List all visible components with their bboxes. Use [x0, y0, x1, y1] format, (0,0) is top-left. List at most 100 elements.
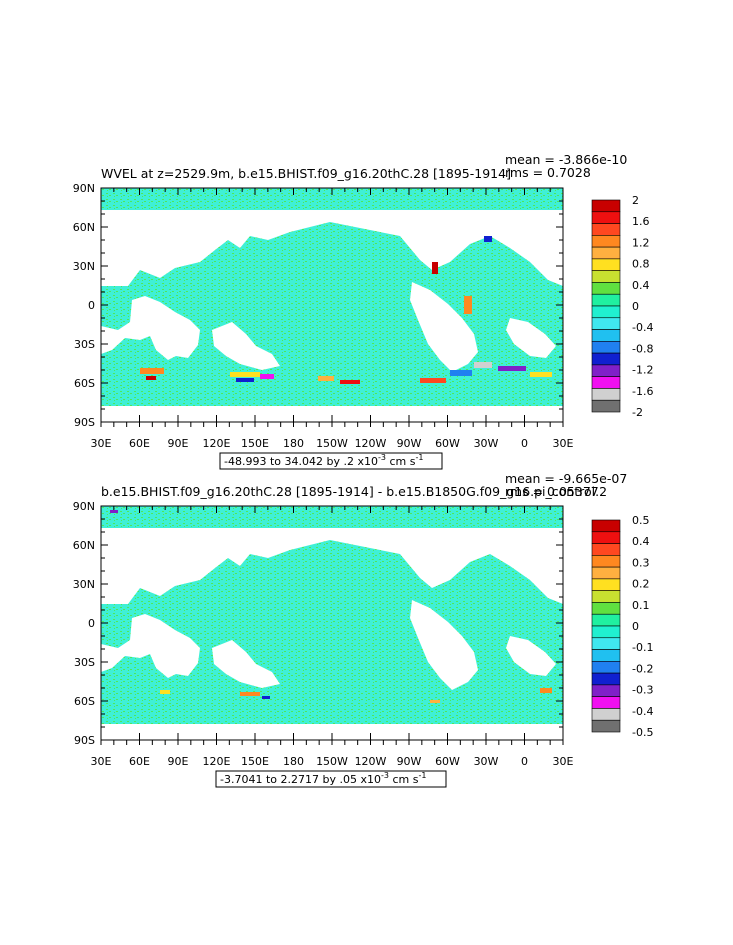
colorbar-label: -0.8 — [632, 342, 653, 355]
colorbar-label: 0.2 — [632, 578, 650, 591]
lat-tick-label: 60S — [74, 695, 95, 708]
colorbar-swatch — [591, 246, 621, 260]
lat-tick-label: 0 — [88, 299, 95, 312]
panel-2: b.e15.BHIST.f09_g16.20thC.28 [1895-1914]… — [73, 471, 653, 788]
lon-tick-label: 90E — [168, 755, 189, 768]
colorbar-swatch — [591, 519, 621, 533]
lon-tick-label: 90W — [397, 755, 422, 768]
panel-1-lon-labels: 30E 60E 90E 120E 150E 180 150W 120W 90W 60W 30W 0 30… — [91, 437, 574, 450]
colorbar-label: 0 — [632, 620, 639, 633]
lat-tick-label: 30N — [73, 578, 95, 591]
lon-tick-label: 30W — [474, 755, 499, 768]
colorbar-swatch — [591, 364, 621, 377]
lon-tick-label: 150W — [316, 437, 348, 450]
panel-1-ticks — [100, 187, 564, 427]
panel-2-range-box: -3.7041 to 2.2717 by .05 x10-3 cm s-1 — [215, 770, 447, 788]
colorbar-label: -0.5 — [632, 726, 653, 739]
lon-tick-label: 30E — [91, 755, 112, 768]
colorbar-swatch — [591, 590, 621, 603]
colorbar-swatch — [591, 637, 621, 650]
lon-tick-label: 150E — [241, 437, 269, 450]
colorbar-swatch — [591, 399, 621, 413]
colorbar-swatch — [591, 719, 621, 733]
colorbar-label: -1.6 — [632, 385, 653, 398]
lon-tick-label: 0 — [521, 437, 528, 450]
colorbar-swatch — [591, 661, 621, 674]
panel-1-rms: rms = 0.7028 — [505, 165, 591, 180]
svg-text:-48.993 to 34.042 by .2 x10-3: -48.993 to 34.042 by .2 x10-3 cm s-1 — [224, 453, 423, 468]
lon-tick-label: 30E — [91, 437, 112, 450]
lon-tick-label: 120E — [203, 437, 231, 450]
lon-tick-label: 90E — [168, 437, 189, 450]
lon-tick-label: 60E — [129, 437, 150, 450]
lat-tick-label: 90N — [73, 500, 95, 513]
lon-tick-label: 150W — [316, 755, 348, 768]
panel-2-title: b.e15.BHIST.f09_g16.20thC.28 [1895-1914]… — [101, 484, 607, 499]
colorbar-label: 0 — [632, 300, 639, 313]
panel-1-mean: mean = -3.866e-10 — [505, 152, 627, 167]
colorbar-swatch — [591, 555, 621, 568]
colorbar-label: 1.2 — [632, 236, 650, 249]
panel-1-range-units: cm s — [386, 455, 416, 468]
panel-1-acc-anomalies — [140, 236, 552, 384]
colorbar-swatch — [591, 317, 621, 330]
lat-tick-label: 0 — [88, 617, 95, 630]
lon-tick-label: 30W — [474, 437, 499, 450]
lat-tick-label: 30N — [73, 260, 95, 273]
colorbar-swatch — [591, 270, 621, 283]
lat-tick-label: 30S — [74, 338, 95, 351]
panel-1-range-text: -48.993 to 34.042 by .2 x10 — [224, 455, 378, 468]
lat-tick-label: 60N — [73, 221, 95, 234]
lat-tick-label: 30S — [74, 656, 95, 669]
panel-1-title: WVEL at z=2529.9m, b.e15.BHIST.f09_g16.2… — [101, 166, 511, 181]
lon-tick-label: 120W — [355, 437, 387, 450]
panel-1-map: 90N 60N 30N 0 30S 60S 90S 30E 60E 90E 120E 150E 180… — [73, 182, 574, 450]
panel-2-colorbar: 0.5 0.4 0.3 0.2 0.1 0 -0.1 -0.2 -0.3 -0.4 -0.5 — [591, 514, 653, 739]
colorbar-label: 1.6 — [632, 215, 650, 228]
colorbar-label: 0.8 — [632, 258, 650, 271]
colorbar-label: 0.3 — [632, 556, 650, 569]
lon-tick-label: 0 — [521, 755, 528, 768]
colorbar-label: 2 — [632, 194, 639, 207]
colorbar-label: 0.4 — [632, 279, 650, 292]
colorbar-swatch — [591, 211, 621, 224]
colorbar-swatch — [591, 602, 621, 615]
lon-tick-label: 30E — [553, 437, 574, 450]
colorbar-label: 0.4 — [632, 535, 650, 548]
colorbar-label: -0.4 — [632, 321, 653, 334]
panel-2-range-units: cm s — [389, 773, 419, 786]
panel-2-range-text: -3.7041 to 2.2717 by .05 x10 — [220, 773, 381, 786]
panel-2-acc-anomalies — [110, 510, 552, 703]
colorbar-label: 0.1 — [632, 599, 650, 612]
panel-1-lat-labels: 90N 60N 30N 0 30S 60S 90S — [73, 182, 95, 429]
panel-1-range-box: -48.993 to 34.042 by .2 x10-3 cm s-1 — [219, 452, 443, 470]
panel-2-lat-labels: 90N 60N 30N 0 30S 60S 90S — [73, 500, 95, 747]
panel-1-range-sexp: -1 — [415, 453, 423, 462]
lon-tick-label: 30E — [553, 755, 574, 768]
lat-tick-label: 90S — [74, 734, 95, 747]
colorbar-swatch — [591, 341, 621, 354]
panel-2-map: 90N 60N 30N 0 30S 60S 90S 30E 60E 90E 120E 150E 180… — [73, 500, 574, 768]
colorbar-label: -2 — [632, 406, 643, 419]
panel-2-rms: rms = 0.05377 — [505, 484, 599, 499]
lon-tick-label: 90W — [397, 437, 422, 450]
colorbar-swatch — [591, 282, 621, 295]
colorbar-swatch — [591, 696, 621, 709]
colorbar-swatch — [591, 223, 621, 236]
colorbar-swatch — [591, 199, 621, 213]
colorbar-swatch — [591, 531, 621, 544]
panel-1-range-exp: -3 — [378, 453, 386, 462]
panel-2-range-sexp: -1 — [418, 771, 426, 780]
colorbar-swatch — [591, 672, 621, 686]
panel-2-mean: mean = -9.665e-07 — [505, 471, 627, 486]
panel-1-colorbar: 2 1.6 1.2 0.8 0.4 0 -0.4 -0.8 -1.2 -1.6 -2 — [591, 194, 653, 419]
colorbar-label: 0.5 — [632, 514, 650, 527]
colorbar-label: -0.4 — [632, 705, 653, 718]
colorbar-swatch — [591, 578, 621, 591]
lat-tick-label: 60S — [74, 377, 95, 390]
colorbar-label: -0.2 — [632, 662, 653, 675]
colorbar-swatch — [591, 625, 621, 639]
colorbar-swatch — [591, 376, 621, 389]
colorbar-swatch — [591, 566, 621, 580]
